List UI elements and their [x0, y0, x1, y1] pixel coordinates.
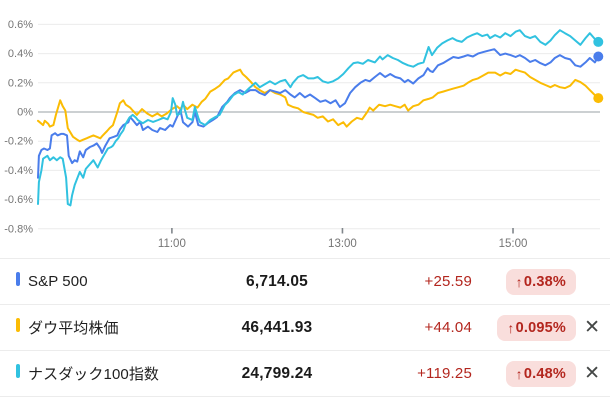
- table-row-dow[interactable]: ダウ平均株価 46,441.93 +44.04 ↑ 0.095% ✕: [0, 305, 610, 351]
- y-axis-label: 0.2%: [8, 77, 33, 89]
- y-axis-label: 0.6%: [8, 19, 33, 31]
- percent-change-badge: ↑ 0.38%: [505, 268, 576, 295]
- up-arrow-icon: ↑: [507, 319, 515, 336]
- x-axis-label: 11:00: [158, 238, 186, 250]
- table-row-sp500[interactable]: S&P 500 6,714.05 +25.59 ↑0.38% ✕: [0, 259, 610, 305]
- index-change: +44.04: [424, 319, 472, 336]
- series-line-2: [37, 29, 600, 207]
- chart-area: 0.6% 0.4% 0.2% 0% -0.2% -0.4% -0.6% -0.8% 11:00 1…: [0, 0, 610, 256]
- percent-change-badge: ↑ 0.48%: [505, 360, 576, 387]
- up-arrow-icon: ↑: [515, 273, 523, 290]
- y-axis-label: 0.4%: [8, 48, 33, 60]
- percent-change-value: 0.38%: [523, 273, 566, 290]
- index-name: ダウ平均株価: [28, 320, 119, 337]
- series-color-marker: [16, 364, 20, 378]
- x-axis-label: 15:00: [499, 238, 528, 250]
- remove-index-button[interactable]: ✕: [580, 316, 604, 339]
- series-endpoint-dot-0: [593, 51, 604, 62]
- y-axis-label: -0.4%: [4, 165, 33, 177]
- table-row-nasdaq100[interactable]: ナスダック100指数 24,799.24 +119.25 ↑ 0.48% ✕: [0, 351, 610, 397]
- series-endpoint-dot-1: [593, 93, 604, 104]
- remove-index-button[interactable]: ✕: [580, 362, 604, 385]
- index-change: +25.59: [424, 273, 472, 290]
- index-value: 6,714.05: [246, 272, 308, 290]
- y-axis-label: 0%: [17, 107, 33, 119]
- y-axis-label: -0.6%: [4, 194, 33, 206]
- series-color-marker: [16, 318, 20, 332]
- index-change: +119.25: [417, 365, 472, 382]
- index-table: S&P 500 6,714.05 +25.59 ↑0.38% ✕ ダウ平均株価 …: [0, 258, 610, 397]
- percent-change-badge: ↑ 0.095%: [497, 314, 576, 341]
- series-line-1: [37, 68, 600, 143]
- percent-change-value: 0.095%: [515, 319, 566, 336]
- index-value: 46,441.93: [241, 318, 313, 336]
- series-line-0: [37, 48, 600, 179]
- y-axis-label: -0.2%: [4, 136, 33, 148]
- x-axis-label: 13:00: [328, 238, 357, 250]
- series-color-marker: [16, 272, 20, 286]
- index-name: S&P 500: [28, 273, 88, 290]
- series-endpoint-dot-2: [593, 36, 604, 47]
- price-chart[interactable]: 0.6% 0.4% 0.2% 0% -0.2% -0.4% -0.6% -0.8% 11:00 1…: [0, 0, 610, 256]
- index-name: ナスダック100指数: [28, 366, 160, 383]
- percent-change-value: 0.48%: [523, 365, 566, 382]
- up-arrow-icon: ↑: [515, 365, 523, 382]
- y-axis-label: -0.8%: [4, 223, 33, 235]
- index-value: 24,799.24: [241, 364, 313, 382]
